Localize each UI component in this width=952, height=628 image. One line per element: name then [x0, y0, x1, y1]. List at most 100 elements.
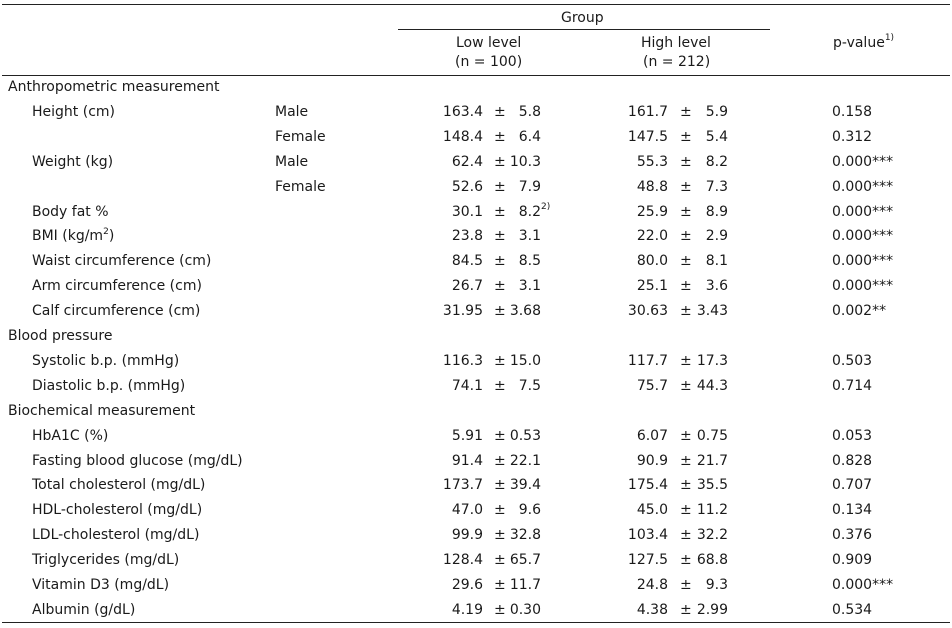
p-value: 0.503 [832, 352, 873, 369]
high-level-header: High level [641, 35, 711, 51]
high-level-sd: 0.75 [696, 427, 728, 444]
plus-minus-symbol: ± [680, 278, 692, 295]
row-label: Body fat % [32, 203, 109, 220]
row-label: BMI (kg/m2) [32, 226, 115, 245]
high-level-mean: 30.63 [627, 303, 668, 320]
high-level-sd: 7.3 [705, 178, 728, 195]
high-level-mean: 103.4 [627, 527, 668, 544]
low-level-sd: 6.4 [518, 128, 541, 145]
p-value: 0.000*** [832, 577, 894, 593]
low-level-sd: 32.8 [509, 527, 541, 544]
plus-minus-symbol: ± [494, 278, 506, 295]
low-level-mean: 23.8 [451, 228, 483, 245]
high-level-mean: 55.3 [636, 153, 668, 170]
p-value: 0.000*** [832, 178, 894, 195]
row-label: HDL-cholesterol (mg/dL) [32, 502, 203, 519]
sex-label: Female [275, 178, 326, 195]
low-level-mean: 29.6 [451, 577, 483, 593]
plus-minus-symbol: ± [680, 153, 692, 170]
high-level-sd: 3.6 [705, 278, 728, 295]
low-level-mean: 163.4 [442, 103, 483, 120]
p-value: 0.134 [832, 502, 873, 519]
p-value: 0.000*** [832, 203, 894, 220]
high-level-sd: 68.8 [696, 552, 728, 569]
low-level-sd: 8.5 [518, 253, 541, 270]
sex-label: Female [275, 128, 326, 145]
plus-minus-symbol: ± [680, 577, 692, 593]
section-title: Blood pressure [8, 328, 113, 344]
low-level-mean: 91.4 [451, 452, 483, 469]
plus-minus-symbol: ± [680, 601, 692, 618]
low-level-sd: 11.7 [509, 577, 541, 593]
high-level-mean: 161.7 [627, 103, 668, 120]
plus-minus-symbol: ± [494, 452, 506, 469]
plus-minus-symbol: ± [494, 552, 506, 569]
high-level-sd: 5.9 [705, 103, 728, 120]
plus-minus-symbol: ± [680, 527, 692, 544]
p-value: 0.707 [832, 477, 873, 494]
row-label: Fasting blood glucose (mg/dL) [32, 452, 243, 469]
plus-minus-symbol: ± [494, 601, 506, 618]
p-value: 0.002** [832, 303, 887, 320]
low-level-mean: 62.4 [451, 153, 483, 170]
row-label: Waist circumference (cm) [32, 253, 212, 270]
low-level-mean: 173.7 [442, 477, 483, 494]
high-level-sd: 5.4 [705, 128, 728, 145]
row-label: Height (cm) [32, 103, 115, 120]
high-level-sd: 8.1 [705, 253, 728, 270]
p-value: 0.828 [832, 452, 873, 469]
low-level-mean: 84.5 [451, 253, 483, 270]
low-level-mean: 74.1 [451, 377, 483, 394]
high-level-sd: 35.5 [696, 477, 728, 494]
high-level-sd: 11.2 [696, 502, 728, 519]
low-level-mean: 4.19 [451, 601, 483, 618]
high-level-sd: 2.9 [705, 228, 728, 245]
row-label: Arm circumference (cm) [32, 278, 202, 295]
low-level-mean: 116.3 [442, 352, 483, 369]
p-value: 0.000*** [832, 153, 894, 170]
low-level-sd: 3.68 [509, 303, 541, 320]
low-level-sd: 8.2 [518, 203, 541, 220]
p-value: 0.312 [832, 128, 873, 145]
plus-minus-symbol: ± [494, 577, 506, 593]
bottom-rule [2, 622, 950, 623]
plus-minus-symbol: ± [680, 303, 692, 320]
low-level-sd: 3.1 [518, 278, 541, 295]
plus-minus-symbol: ± [494, 103, 506, 120]
top-rule [2, 4, 950, 5]
high-level-n: (n = 212) [643, 54, 711, 70]
p-value: 0.000*** [832, 253, 894, 270]
row-label: Diastolic b.p. (mmHg) [32, 377, 186, 394]
high-level-sd: 2.99 [696, 601, 728, 618]
plus-minus-symbol: ± [680, 228, 692, 245]
plus-minus-symbol: ± [494, 527, 506, 544]
high-level-sd: 21.7 [696, 452, 728, 469]
low-level-mean: 148.4 [442, 128, 483, 145]
p-value: 0.053 [832, 427, 873, 444]
sex-label: Male [275, 153, 309, 170]
high-level-mean: 147.5 [627, 128, 668, 145]
plus-minus-symbol: ± [494, 377, 506, 394]
high-level-mean: 25.9 [636, 203, 668, 220]
plus-minus-symbol: ± [494, 253, 506, 270]
plus-minus-symbol: ± [680, 452, 692, 469]
high-level-mean: 90.9 [636, 452, 668, 469]
low-level-sd: 0.30 [509, 601, 541, 618]
plus-minus-symbol: ± [680, 203, 692, 220]
plus-minus-symbol: ± [494, 228, 506, 245]
high-level-sd: 9.3 [705, 577, 728, 593]
row-label: Weight (kg) [32, 153, 114, 170]
row-label: Albumin (g/dL) [32, 601, 136, 618]
low-level-sd: 39.4 [509, 477, 541, 494]
row-label: LDL-cholesterol (mg/dL) [32, 527, 200, 544]
low-level-mean: 30.1 [451, 203, 483, 220]
plus-minus-symbol: ± [680, 477, 692, 494]
p-value: 0.158 [832, 103, 873, 120]
low-level-header: Low level [456, 35, 522, 51]
p-value-header-text: p-value [833, 35, 885, 51]
p-value: 0.000*** [832, 278, 894, 295]
low-level-sd: 15.0 [509, 352, 541, 369]
low-level-sd: 0.53 [509, 427, 541, 444]
plus-minus-symbol: ± [494, 128, 506, 145]
section-title: Anthropometric measurement [8, 79, 220, 95]
